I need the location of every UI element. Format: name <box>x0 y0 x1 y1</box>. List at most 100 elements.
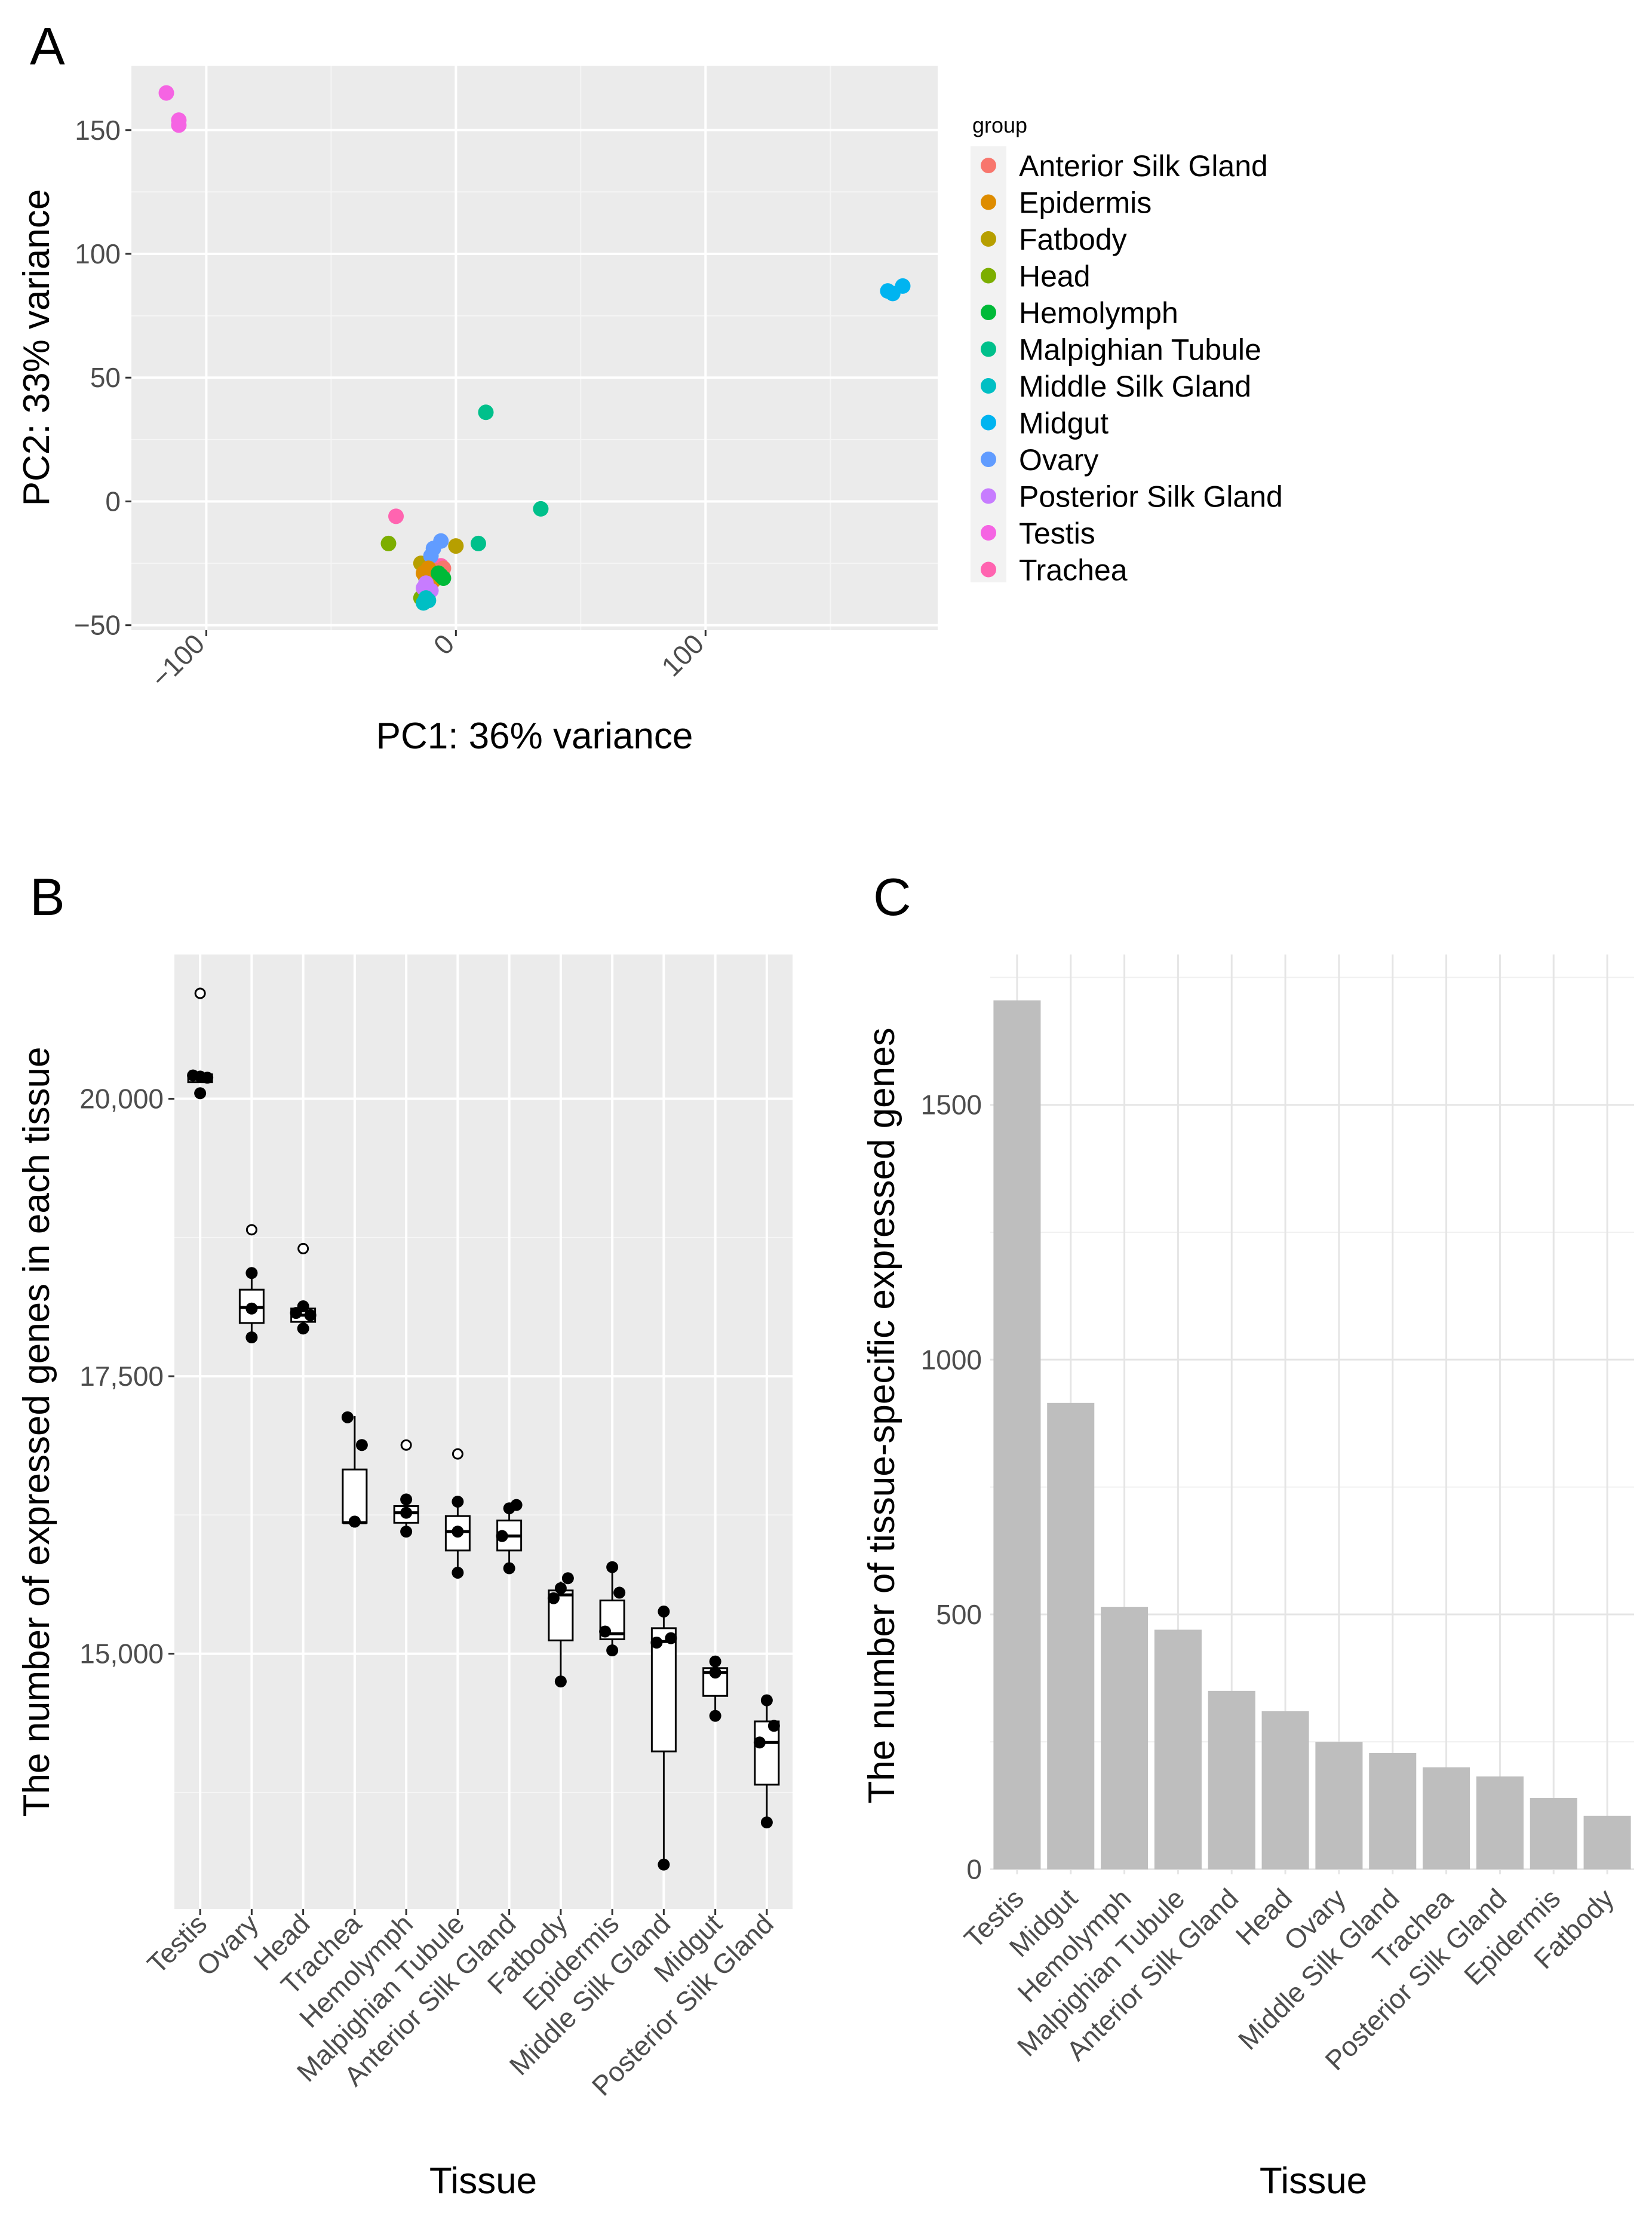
box-sample-point <box>400 1493 413 1506</box>
pca-legend-label-hemolymph: Hemolymph <box>1019 296 1178 330</box>
box-sample-point <box>245 1267 258 1279</box>
bar-posterior-silk-gland <box>1476 1776 1524 1870</box>
pca-legend-label-ovary: Ovary <box>1019 443 1098 477</box>
box-sample-point <box>496 1530 508 1542</box>
box-outlier <box>245 1224 257 1236</box>
box-ovary <box>238 1224 265 1344</box>
pca-point-trachea <box>388 508 404 524</box>
bar-testis <box>993 1000 1041 1870</box>
box-hemolymph <box>393 1439 419 1538</box>
pca-legend-key-trachea <box>981 561 996 578</box>
box-sample-point <box>341 1411 354 1423</box>
boxplot-background <box>174 954 793 1909</box>
pca-point-malpighian-tubule <box>478 404 494 421</box>
pca-point-ovary <box>433 533 449 549</box>
pca-y-tick-label: 50 <box>90 362 121 393</box>
box-sample-point <box>753 1736 766 1749</box>
box-outlier <box>400 1439 412 1451</box>
box-sample-point <box>709 1709 721 1722</box>
box-sample-point <box>613 1586 626 1599</box>
bar-fatbody <box>1583 1815 1631 1870</box>
box-sample-point <box>606 1561 619 1573</box>
pca-legend: group Anterior Silk GlandEpidermisFatbod… <box>971 113 1283 587</box>
box-sample-point <box>304 1309 317 1321</box>
tissue-specific-genes-bar-chart: 050010001500TestisMidgutHemolymphMalpigh… <box>861 954 1634 2202</box>
box-sample-point <box>554 1582 567 1594</box>
pca-legend-key-middle-silk-gland <box>981 378 996 394</box>
barchart-y-axis-title: The number of tissue-specific expressed … <box>861 1027 902 1803</box>
box-body <box>754 1720 780 1786</box>
box-body <box>650 1627 677 1752</box>
pca-legend-background <box>971 146 1006 582</box>
pca-legend-label-midgut: Midgut <box>1019 407 1109 440</box>
bar-anterior-silk-gland <box>1208 1690 1255 1870</box>
pca-legend-label-anterior-silk-gland: Anterior Silk Gland <box>1019 149 1268 183</box>
bar-hemolymph <box>1101 1607 1149 1870</box>
box-fatbody <box>547 1572 574 1688</box>
box-outlier <box>452 1448 463 1460</box>
box-midgut <box>702 1655 729 1722</box>
box-sample-point <box>503 1562 515 1574</box>
pca-legend-key-ovary <box>981 452 996 467</box>
boxplot-y-axis-title: The number of expressed genes in each ti… <box>16 1047 57 1817</box>
pca-legend-key-hemolymph <box>981 305 996 320</box>
bar-middle-silk-gland <box>1369 1752 1417 1870</box>
box-sample-point <box>561 1572 574 1585</box>
pca-legend-key-posterior-silk-gland <box>981 488 996 504</box>
pca-legend-label-middle-silk-gland: Middle Silk Gland <box>1019 370 1251 403</box>
box-head <box>290 1242 317 1335</box>
pca-x-tick-label: 100 <box>655 628 710 682</box>
boxplot-boxes <box>187 987 780 1871</box>
expressed-genes-boxplot: 15,00017,50020,000TestisOvaryHeadTrachea… <box>16 954 793 2202</box>
pca-point-midgut <box>895 278 911 294</box>
pca-legend-key-malpighian-tubule <box>981 341 996 357</box>
pca-legend-label-testis: Testis <box>1019 517 1095 550</box>
pca-point-malpighian-tubule <box>470 535 486 551</box>
box-sample-point <box>201 1072 214 1084</box>
box-testis <box>187 987 214 1100</box>
panel-label-b: B <box>30 867 65 926</box>
pca-point-fatbody <box>448 538 464 554</box>
box-sample-point <box>400 1506 413 1519</box>
bar-midgut <box>1047 1402 1095 1870</box>
pca-point-head <box>380 535 397 551</box>
box-sample-point <box>452 1526 464 1538</box>
pca-x-tick-label: −100 <box>145 628 210 693</box>
box-sample-point <box>760 1694 773 1706</box>
box-epidermis <box>599 1561 626 1657</box>
pca-legend-label-head: Head <box>1019 260 1091 293</box>
box-sample-point <box>606 1644 619 1657</box>
pca-y-tick-label: 0 <box>105 486 121 517</box>
box-sample-point <box>658 1858 670 1871</box>
box-trachea <box>341 1411 368 1528</box>
barchart-y-tick-label: 1000 <box>921 1344 982 1375</box>
box-posterior-silk-gland <box>753 1694 780 1829</box>
pca-legend-label-trachea: Trachea <box>1019 554 1128 587</box>
pca-point-ovary <box>423 548 439 564</box>
box-middle-silk-gland <box>650 1606 677 1871</box>
box-sample-point <box>297 1322 309 1335</box>
box-sample-point <box>194 1087 207 1100</box>
pca-points <box>158 85 911 611</box>
pca-y-axis-title: PC2: 33% variance <box>16 189 57 507</box>
box-sample-point <box>187 1069 199 1082</box>
box-sample-point <box>658 1606 670 1618</box>
pca-point-middle-silk-gland <box>420 593 437 609</box>
pca-legend-title: group <box>972 113 1027 137</box>
box-sample-point <box>348 1515 361 1528</box>
box-sample-point <box>760 1816 773 1829</box>
pca-legend-key-epidermis <box>981 194 996 210</box>
box-body <box>342 1468 368 1524</box>
box-sample-point <box>547 1592 560 1604</box>
box-sample-point <box>650 1637 663 1649</box>
pca-gridlines <box>131 66 938 630</box>
pca-legend-key-head <box>981 268 996 284</box>
pca-y-tick-label: 100 <box>75 238 121 269</box>
barchart-bars <box>993 1000 1631 1870</box>
box-sample-point <box>709 1666 721 1679</box>
box-anterior-silk-gland <box>496 1499 523 1574</box>
pca-legend-key-fatbody <box>981 231 996 247</box>
bar-ovary <box>1315 1742 1363 1870</box>
box-sample-point <box>355 1439 368 1451</box>
boxplot-y-tick-label: 17,500 <box>79 1361 164 1392</box>
